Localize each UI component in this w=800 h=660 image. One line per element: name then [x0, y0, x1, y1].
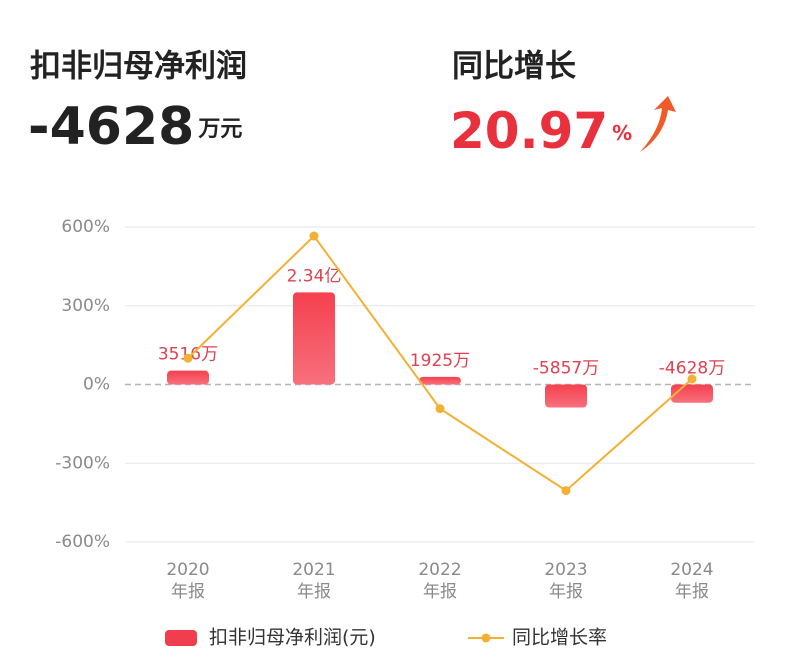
growth-unit: %	[612, 121, 632, 145]
legend-label: 扣非归母净利润(元)	[209, 627, 376, 649]
x-tick-label: 2022	[418, 560, 461, 580]
growth-point	[309, 231, 319, 241]
bar	[671, 384, 713, 403]
profit-unit: 万元	[197, 117, 242, 142]
y-tick-label: -300%	[55, 453, 110, 473]
profit-value: -4628	[28, 97, 194, 157]
x-tick-label: 2021	[292, 560, 335, 580]
x-tick-label: 2024	[670, 560, 713, 580]
x-tick-label: 2023	[544, 560, 587, 580]
growth-title: 同比增长	[452, 49, 576, 85]
y-tick-label: 600%	[61, 217, 110, 237]
x-tick-label: 年报	[423, 582, 457, 602]
x-tick-label: 年报	[297, 582, 331, 602]
x-tick-label: 年报	[549, 582, 583, 602]
bar	[419, 376, 461, 385]
y-tick-label: 300%	[61, 296, 110, 316]
bar	[545, 384, 587, 408]
bar	[167, 370, 209, 385]
x-tick-label: 年报	[171, 582, 205, 602]
x-tick-label: 年报	[675, 582, 709, 602]
growth-point	[435, 404, 445, 414]
profit-figure: -4628 万元	[28, 97, 242, 157]
legend-label: 同比增长率	[512, 627, 607, 649]
growth-point	[687, 374, 697, 384]
legend-swatch	[165, 630, 197, 646]
x-tick-label: 2020	[166, 560, 209, 580]
bar-value-label: -5857万	[533, 359, 599, 379]
up-arrow-icon	[640, 96, 676, 152]
y-tick-label: -600%	[55, 532, 110, 552]
y-tick-label: 0%	[83, 375, 110, 395]
growth-figure: 20.97%	[450, 102, 632, 160]
growth-point	[183, 353, 193, 363]
profit-title: 扣非归母净利润	[30, 49, 247, 85]
legend-swatch-dot	[481, 633, 491, 643]
bar-value-label: -4628万	[659, 359, 725, 379]
growth-value: 20.97	[450, 102, 608, 160]
bar-value-label: 1925万	[410, 351, 470, 371]
bar	[293, 292, 335, 385]
bar-value-label: 2.34亿	[287, 266, 342, 286]
growth-point	[561, 486, 571, 496]
